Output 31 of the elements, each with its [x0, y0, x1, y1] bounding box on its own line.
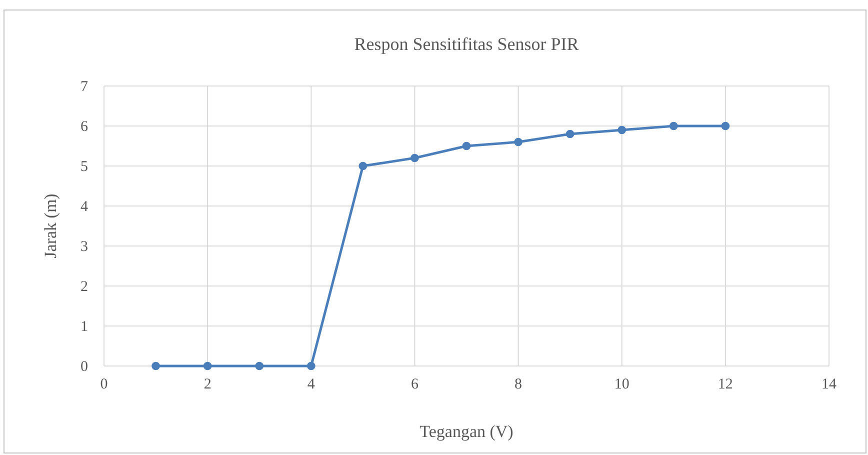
chart-title: Respon Sensitifitas Sensor PIR [354, 34, 579, 54]
x-tick-label: 12 [718, 376, 733, 393]
point [306, 362, 316, 370]
x-tick-label: 14 [822, 376, 837, 393]
x-axis-title: Tegangan (V) [420, 422, 514, 441]
y-tick-label: 4 [80, 198, 88, 215]
y-axis-title: Jarak (m) [41, 194, 60, 258]
y-tick-label: 6 [80, 118, 88, 135]
y-tick-label: 5 [80, 158, 88, 175]
point [203, 362, 212, 370]
point [669, 122, 678, 130]
point [514, 138, 522, 146]
x-tick-label: 8 [514, 376, 522, 393]
point [462, 142, 471, 150]
x-tick-label: 10 [614, 376, 630, 393]
y-tick-label: 3 [80, 238, 88, 255]
y-tick-label: 7 [80, 78, 88, 95]
point [410, 154, 419, 162]
x-tick-label: 6 [410, 376, 419, 393]
point [152, 362, 160, 370]
point [358, 162, 368, 170]
y-tick-label: 1 [80, 318, 88, 335]
y-tick-label: 0 [80, 358, 88, 375]
point [255, 362, 264, 370]
y-tick-label: 2 [80, 278, 88, 295]
point [566, 130, 574, 138]
x-tick-label: 0 [100, 376, 108, 393]
x-tick-label: 4 [307, 376, 316, 393]
point [618, 126, 626, 134]
x-tick-label: 2 [204, 376, 212, 393]
point [721, 122, 730, 130]
